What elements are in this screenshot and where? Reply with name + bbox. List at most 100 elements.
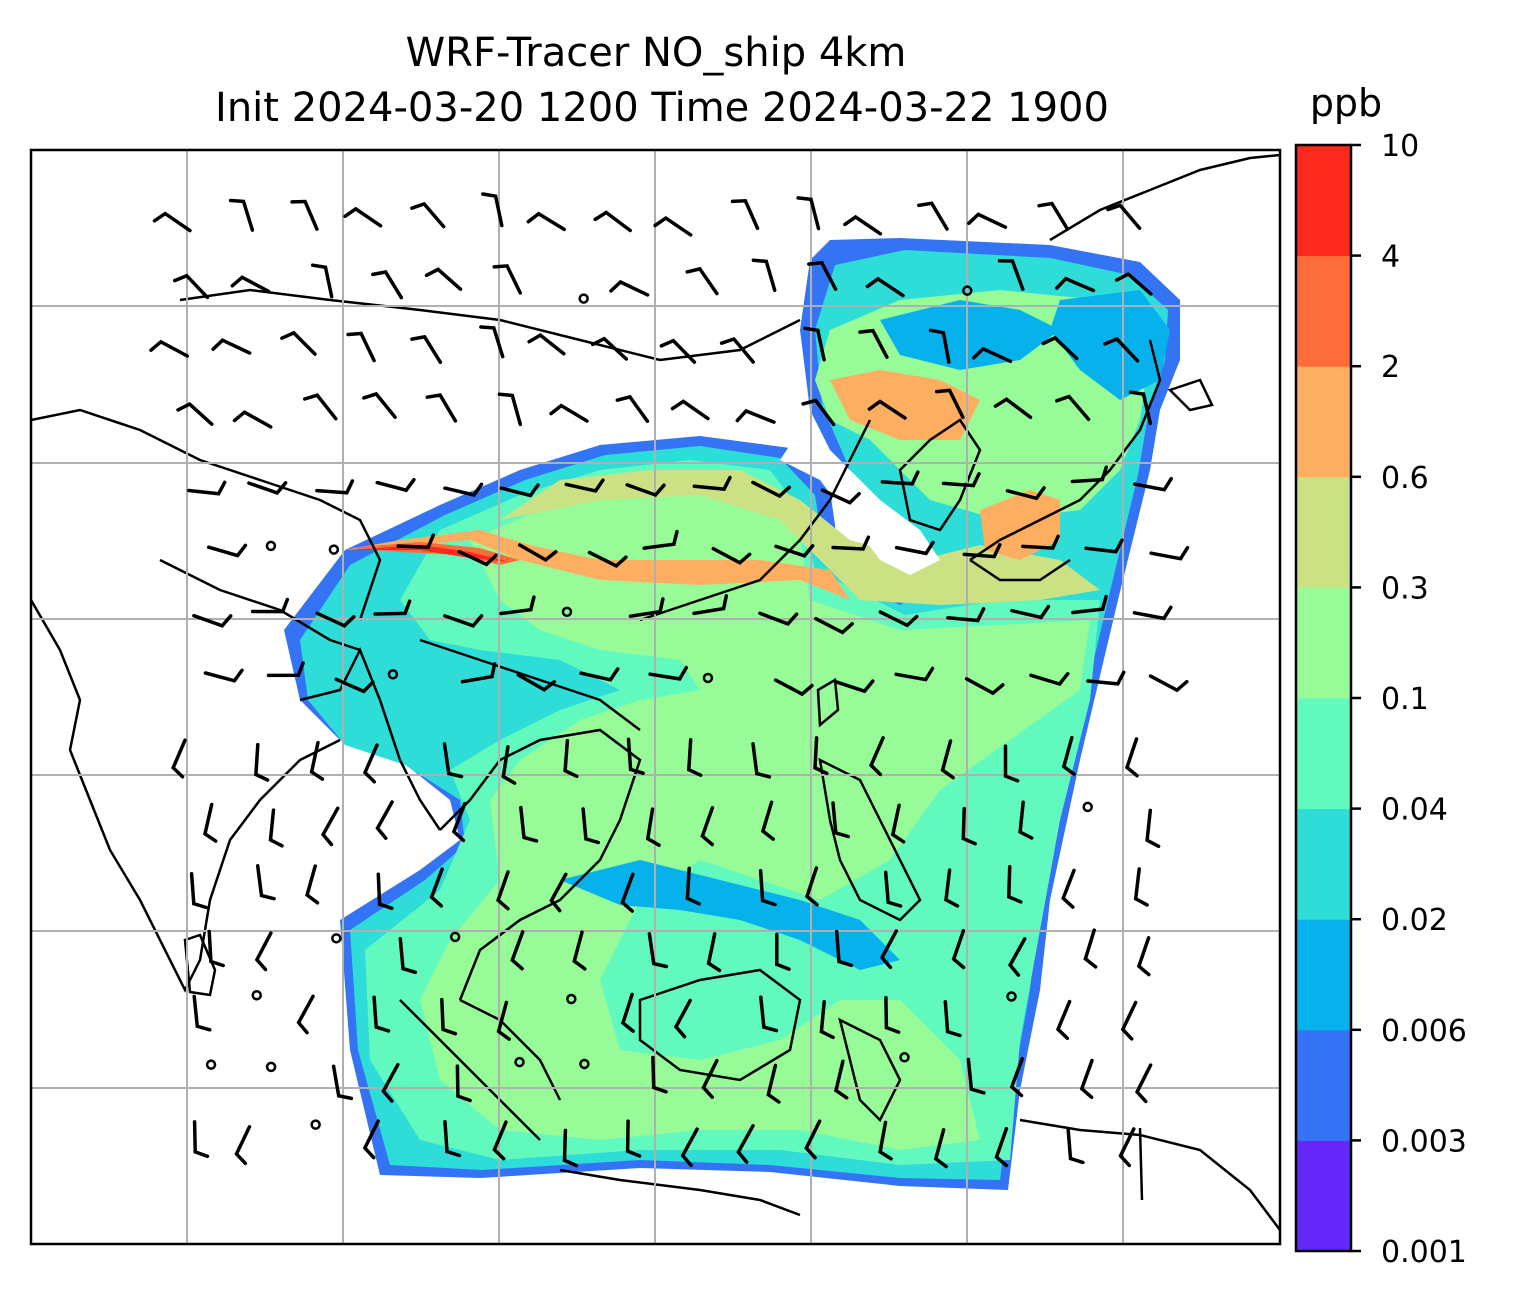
wind-barb [928,328,951,364]
wind-barb [831,801,850,839]
wind-barb [884,995,901,1034]
coastline-russia [1049,153,1280,242]
colorbar-band-7 [1296,366,1351,478]
wind-barb [516,673,557,692]
coastline-japan [969,339,1162,562]
wind-barb [804,1119,822,1160]
wind-barb [192,994,212,1032]
wind-barb [492,264,522,295]
wind-barb [1005,486,1046,501]
wind-barb-calm [899,1052,910,1063]
wind-barb [1029,672,1070,687]
wind-barb [774,544,815,558]
field-ne-blue-2 [1050,290,1170,400]
wind-barb [946,607,986,623]
wind-barb [894,540,935,556]
wind-barb [526,211,566,232]
wind-barb [751,742,772,779]
wind-barb [766,1063,781,1104]
wind-barb [152,211,192,233]
wind-barb [706,932,722,973]
coastline-korea [898,418,982,532]
wind-barb [320,806,340,847]
wind-barb [396,533,436,549]
wind-barb [310,263,334,299]
colorbar-tick-label: 0.001 [1381,1235,1467,1270]
wind-barb [951,929,966,970]
wind-barb [801,398,836,427]
wind-barb [381,1062,400,1103]
wind-barb [192,1120,210,1159]
wind-barb [331,1064,354,1101]
coastline-bay-bengal-east [299,646,442,831]
wind-barb-calm [579,1058,590,1070]
wind-barb [176,401,214,426]
wind-barb [424,267,463,291]
wind-barb [796,196,821,231]
wind-barb [759,995,779,1033]
wind-barb [234,1125,252,1166]
colorbar-tick-label: 2 [1381,350,1400,385]
wind-barb [700,806,715,847]
wind-barb-calm [561,606,573,618]
wind-barb [647,932,669,969]
wind-barb [883,870,903,908]
wind-barb [834,929,854,968]
wind-barb [775,932,791,971]
wind-barb [280,330,317,356]
wind-barb [993,397,1033,420]
wind-barb-calm [702,672,714,684]
wind-barb [1132,605,1173,621]
colorbar-tick-label: 0.04 [1381,793,1448,828]
wind-barb [375,800,394,840]
coastline-indochina [439,728,642,1001]
wind-barb [266,661,305,678]
coastline-sulawesi [838,1017,902,1123]
wind-barb [1055,276,1096,293]
wind-barb [642,529,679,550]
wind-barb-calm [205,1059,217,1070]
coastline-taiwan [816,677,840,728]
wind-barb [203,802,218,843]
gridlines [31,150,1280,1244]
colorbar-band-6 [1296,476,1351,588]
coastline-india [31,599,341,993]
wind-barb [1133,476,1173,492]
wind-barb [994,1126,1009,1168]
wind-barb [625,1119,642,1158]
wind-barb [440,997,458,1036]
wind-barb [579,667,620,682]
wind-barb [961,806,977,846]
wind-barb [843,214,883,236]
wind-barb [934,388,965,420]
wind-barb [917,201,949,231]
colorbar-band-9 [1296,145,1351,257]
chart-title-line-2: Init 2024-03-20 1200 Time 2024-03-22 190… [215,85,1109,131]
wind-barb [820,488,861,505]
wind-barb [751,480,792,499]
wind-barb-calm [310,1119,321,1130]
wind-barb [1009,1056,1024,1098]
coastline-hokkaido [1167,378,1214,412]
colorbar-unit-label: ppb [1310,81,1382,125]
wind-barb [730,198,760,231]
wind-barb [189,871,208,910]
chart-title-line-1: WRF-Tracer NO_ship 4km [406,30,907,76]
wind-barb [499,595,536,616]
border-indochina-north [419,638,641,731]
wind-barb [692,475,732,491]
wind-barb [497,392,523,427]
wind-barb [1134,1063,1153,1104]
wind-barb [1066,1126,1085,1165]
coastline-srilanka [183,933,217,997]
wind-barb [626,737,645,775]
wind-barb [834,679,875,694]
wind-barb [455,1064,472,1103]
wind-barb [1079,1058,1094,1100]
wind-barb [1054,394,1091,422]
colorbar-band-1 [1296,1029,1351,1141]
wind-barb [398,936,418,975]
wind-barb [858,328,889,359]
wind-barb [878,610,919,628]
wind-barb [1037,201,1070,231]
